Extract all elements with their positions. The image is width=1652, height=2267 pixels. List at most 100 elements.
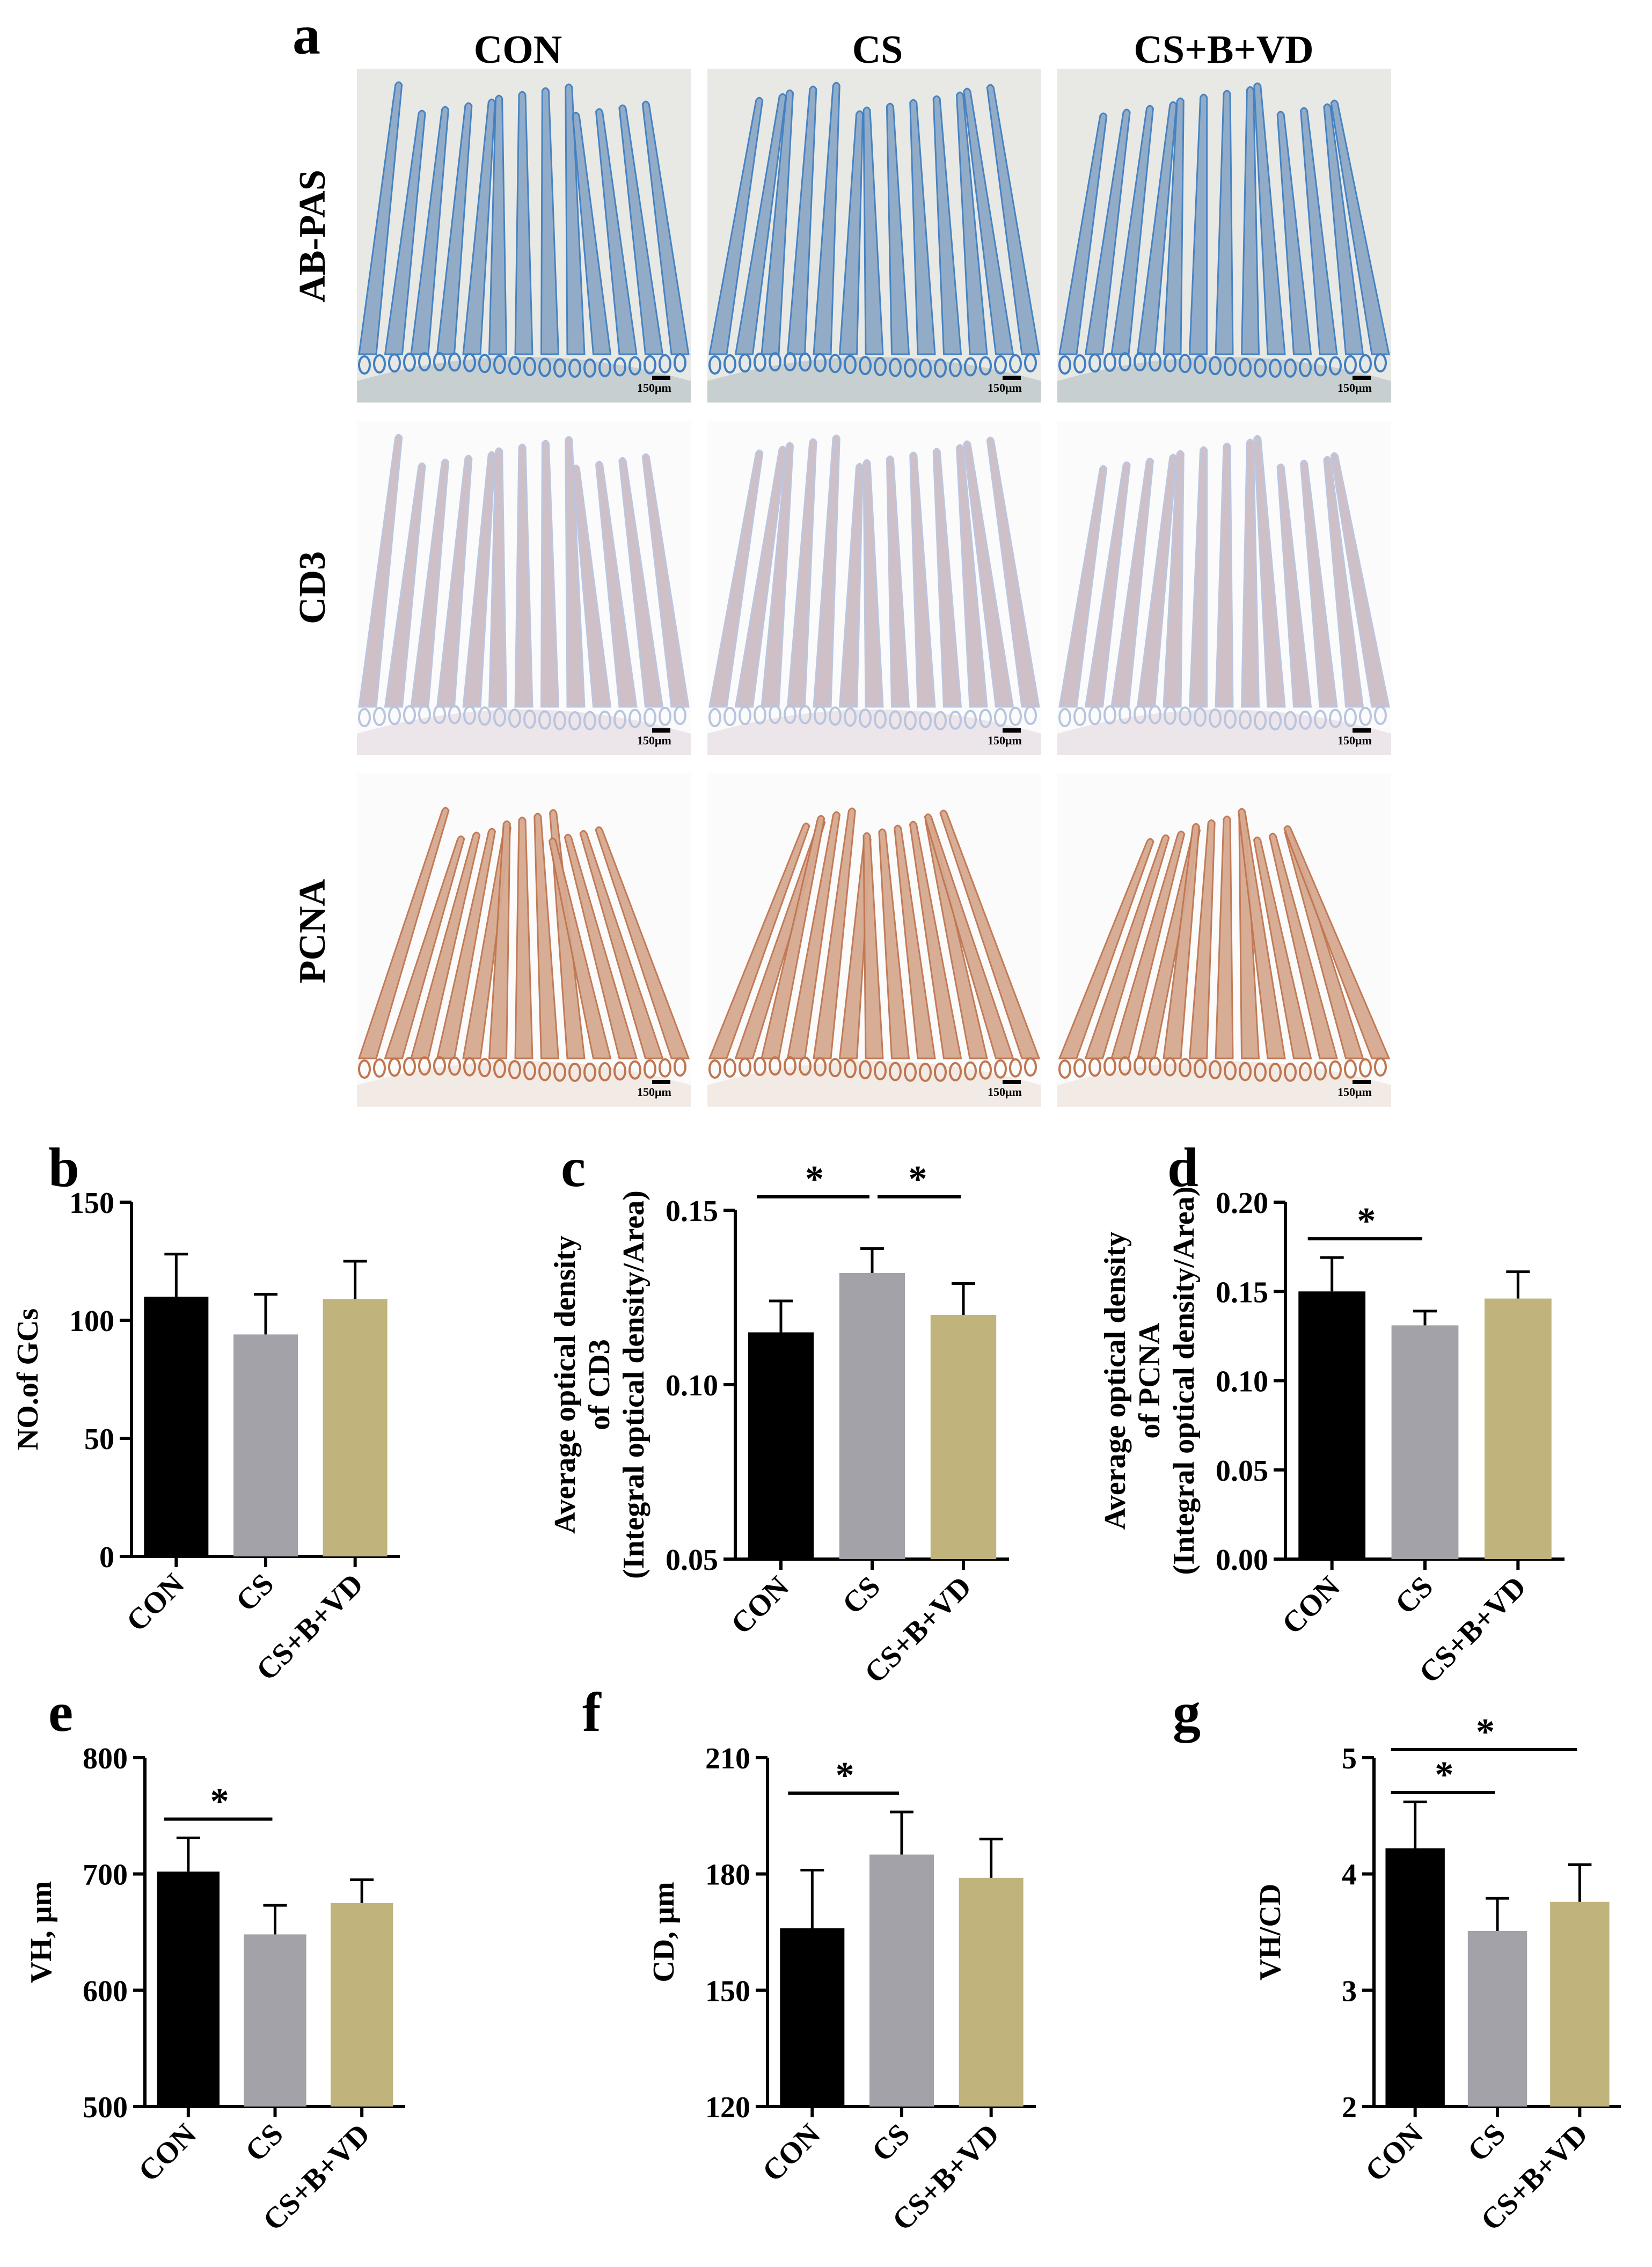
x-tick-label: CS+B+VD <box>858 1570 978 1690</box>
scale-bar <box>1353 376 1371 380</box>
row-label-cd3: CD3 <box>292 551 333 625</box>
x-tick-label: CS+B+VD <box>886 2117 1006 2237</box>
scale-bar-label: 150μm <box>1337 1085 1372 1099</box>
y-tick-label: 600 <box>83 1975 128 2008</box>
scale-bar <box>652 376 670 380</box>
significance-star: * <box>210 1781 229 1823</box>
x-tick-label: CON <box>132 2117 203 2188</box>
scale-bar-label: 150μm <box>1337 381 1372 394</box>
panel-letter-a: a <box>293 4 320 66</box>
bar-cs <box>233 1334 298 1556</box>
x-tick-label: CS <box>836 1570 887 1620</box>
x-tick-label: CON <box>1359 2117 1430 2188</box>
y-tick-label: 120 <box>705 2091 750 2124</box>
micrograph-cd3-cs: 150μm <box>707 421 1041 755</box>
bar-con <box>780 1928 845 2107</box>
y-axis-label: Average optical density <box>1099 1232 1132 1530</box>
significance-star: * <box>1435 1754 1453 1796</box>
panel-letter-d: d <box>1167 1137 1198 1198</box>
bar-cs <box>869 1854 934 2107</box>
y-tick-label: 0.00 <box>1216 1544 1268 1577</box>
y-tick-label: 500 <box>83 2091 128 2124</box>
y-axis-label: VH/CD <box>1254 1884 1287 1980</box>
micrograph-pcna-con: 150μm <box>357 773 691 1107</box>
bar-cs-b-vd <box>930 1315 997 1559</box>
scale-bar-label: 150μm <box>1337 734 1372 747</box>
bar-cs-b-vd <box>330 1903 393 2107</box>
scale-bar <box>652 728 670 733</box>
significance-star: * <box>805 1159 824 1200</box>
y-tick-label: 0.05 <box>1216 1454 1268 1488</box>
y-tick-label: 0.10 <box>666 1369 718 1402</box>
scale-bar <box>652 1080 670 1084</box>
bar-cs-b-vd <box>1550 1902 1610 2107</box>
row-label-ab-pas: AB-PAS <box>292 170 333 303</box>
bar-con <box>144 1297 209 1556</box>
y-axis-label: (Integral optical density/Area) <box>617 1190 650 1579</box>
x-tick-label: CS+B+VD <box>1474 2117 1594 2237</box>
panel-letter-c: c <box>561 1137 586 1198</box>
y-tick-label: 700 <box>83 1859 128 1892</box>
micrograph-pcna-cs-b-vd: 150μm <box>1057 773 1391 1107</box>
y-axis-label: of CD3 <box>583 1339 616 1430</box>
bar-cs <box>244 1934 306 2107</box>
scale-bar-label: 150μm <box>637 1085 671 1099</box>
y-tick-label: 4 <box>1342 1859 1357 1892</box>
significance-star: * <box>1357 1201 1376 1242</box>
panel-letter-e: e <box>48 1681 73 1743</box>
y-axis-label: (Integral optical density/Area) <box>1167 1187 1201 1575</box>
y-tick-label: 100 <box>69 1305 114 1338</box>
bar-cs <box>839 1273 905 1559</box>
y-axis-label: of PCNA <box>1133 1322 1166 1439</box>
scale-bar <box>1003 728 1021 733</box>
y-axis-label: VH, μm <box>25 1881 58 1983</box>
y-axis-label: Average optical density <box>549 1235 582 1534</box>
x-tick-label: CS <box>230 1567 280 1618</box>
column-label-cs-b-vd: CS+B+VD <box>1134 28 1314 72</box>
scale-bar <box>1003 1080 1021 1084</box>
bar-cs-b-vd <box>1484 1298 1552 1559</box>
y-tick-label: 2 <box>1342 2091 1357 2124</box>
micrograph-cd3-con: 150μm <box>357 421 691 755</box>
row-label-pcna: PCNA <box>292 879 333 984</box>
x-tick-label: CS+B+VD <box>257 2117 376 2237</box>
x-tick-label: CS+B+VD <box>1413 1570 1532 1690</box>
micrograph-ab-pas-cs-b-vd: 150μm <box>1057 69 1391 403</box>
x-tick-label: CS <box>1389 1570 1439 1620</box>
bar-cs <box>1391 1325 1459 1559</box>
scale-bar-label: 150μm <box>637 381 671 394</box>
y-tick-label: 50 <box>84 1423 114 1456</box>
y-axis-label: CD, μm <box>647 1882 681 1982</box>
scale-bar <box>1353 728 1371 733</box>
y-tick-label: 0.15 <box>666 1195 718 1228</box>
scale-bar-label: 150μm <box>988 1085 1022 1099</box>
bar-cs-b-vd <box>323 1299 388 1556</box>
panel-letter-b: b <box>48 1137 79 1198</box>
x-tick-label: CON <box>1276 1570 1347 1641</box>
scale-bar <box>1003 376 1021 380</box>
micrograph-pcna-cs: 150μm <box>707 773 1041 1107</box>
x-tick-label: CS <box>239 2117 289 2168</box>
scale-bar-label: 150μm <box>637 734 671 747</box>
scale-bar-label: 150μm <box>988 734 1022 747</box>
y-tick-label: 800 <box>83 1742 128 1775</box>
significance-star: * <box>909 1159 927 1200</box>
x-tick-label: CS <box>1461 2117 1512 2168</box>
bar-con <box>1298 1291 1366 1559</box>
bar-con <box>157 1871 220 2107</box>
y-tick-label: 0.05 <box>666 1544 718 1577</box>
x-tick-label: CON <box>756 2117 827 2188</box>
micrograph-cd3-cs-b-vd: 150μm <box>1057 421 1391 755</box>
y-axis-label: NO.of GCs <box>11 1308 45 1450</box>
y-tick-label: 5 <box>1342 1742 1357 1775</box>
y-tick-label: 150 <box>69 1187 114 1220</box>
panel-letter-g: g <box>1173 1681 1201 1743</box>
significance-star: * <box>836 1755 854 1796</box>
bar-cs-b-vd <box>959 1877 1024 2107</box>
y-tick-label: 0 <box>99 1541 114 1574</box>
y-tick-label: 0.10 <box>1216 1365 1268 1399</box>
micrograph-ab-pas-cs: 150μm <box>707 69 1041 403</box>
y-tick-label: 150 <box>705 1975 750 2008</box>
y-tick-label: 180 <box>705 1859 750 1892</box>
significance-star: * <box>1476 1712 1495 1753</box>
